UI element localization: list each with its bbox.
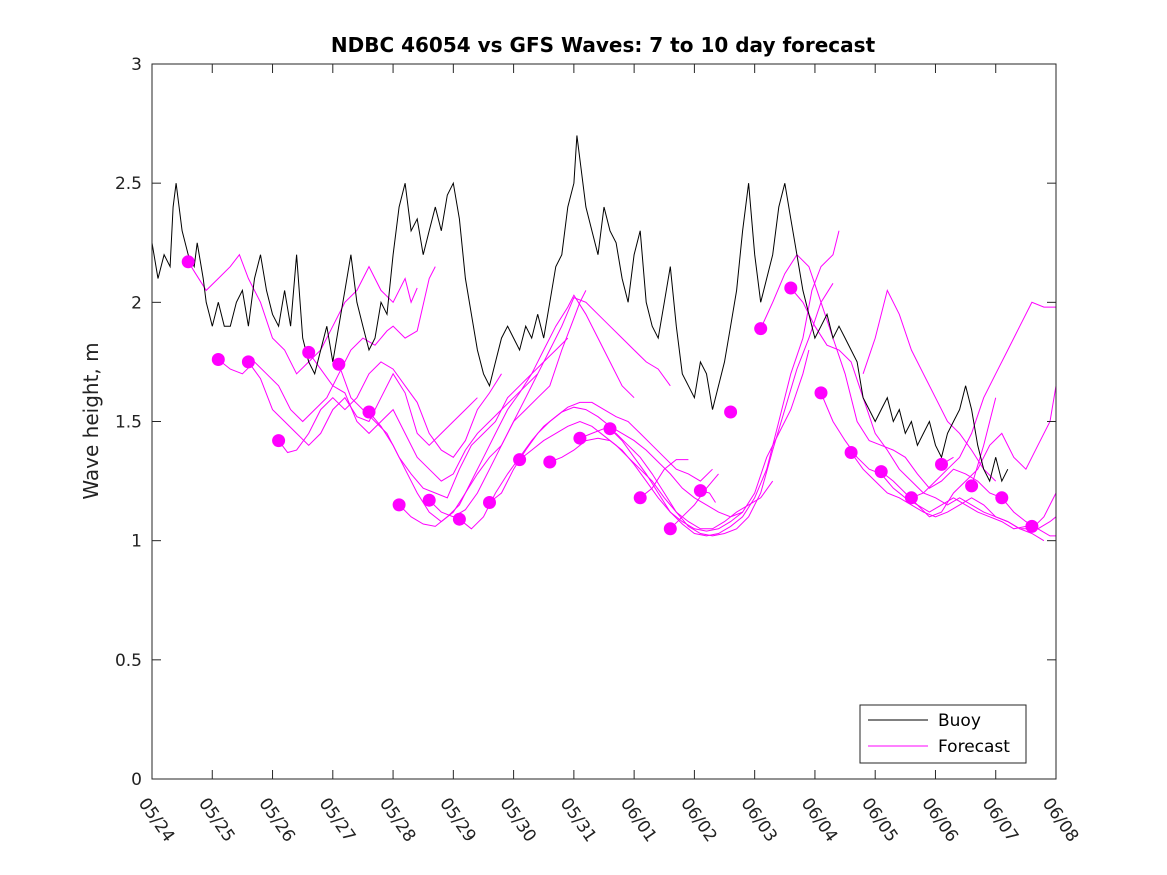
x-tick-label-10: 06/03: [737, 794, 781, 846]
forecast-marker-17: [693, 484, 707, 498]
forecast-line-24: [911, 301, 1056, 499]
forecast-line-27: [971, 397, 997, 487]
x-tick-label-5: 05/29: [435, 794, 479, 846]
forecast-line-12: [549, 349, 810, 532]
forecast-marker-18: [724, 405, 738, 419]
x-tick-label-8: 06/01: [616, 794, 660, 846]
forecast-marker-25: [935, 457, 948, 471]
forecast-marker-10: [483, 496, 496, 509]
forecast-line-10: [489, 406, 743, 518]
y-tick-label-2: 1: [131, 532, 142, 552]
forecast-line-15: [639, 459, 689, 499]
forecast-line-9: [459, 401, 713, 530]
forecast-marker-12: [543, 455, 557, 469]
forecast-marker-26: [965, 479, 979, 493]
forecast-marker-23: [874, 465, 888, 479]
forecast-marker-7: [392, 498, 406, 512]
x-tick-label-2: 05/26: [254, 794, 298, 846]
forecast-marker-28: [1025, 519, 1039, 533]
forecast-line-3: [278, 361, 502, 458]
legend: Buoy Forecast: [859, 704, 1027, 764]
forecast-marker-13: [573, 431, 587, 445]
x-tick-label-11: 06/04: [797, 794, 841, 846]
forecast-marker-8: [422, 493, 436, 507]
forecast-marker-3: [272, 434, 286, 448]
forecast-line-2: [247, 361, 478, 447]
forecast-line-4: [308, 352, 539, 482]
y-axis: 0 0.5 1 1.5 2 2.5 3: [115, 55, 1056, 790]
legend-forecast-label: Forecast: [938, 737, 1010, 757]
forecast-marker-27: [995, 491, 1009, 505]
forecast-marker-22: [844, 446, 858, 459]
forecast-line-16: [669, 473, 719, 530]
forecast-line-14: [609, 230, 840, 537]
x-tick-label-1: 05/25: [194, 794, 238, 846]
x-tick-label-0: 05/24: [134, 794, 178, 846]
x-tick-label-14: 06/07: [978, 794, 1022, 846]
forecast-line-19: [760, 253, 1056, 537]
forecast-marker-19: [754, 322, 768, 336]
y-axis-label: Wave height, m: [79, 342, 103, 499]
x-tick-label-6: 05/30: [496, 794, 540, 846]
forecast-line-5: [338, 337, 569, 499]
forecast-marker-21: [814, 386, 828, 400]
chart-title: NDBC 46054 vs GFS Waves: 7 to 10 day for…: [331, 33, 876, 57]
forecast-line-11: [519, 420, 774, 530]
x-tick-label-12: 06/05: [857, 794, 901, 846]
forecast-marker-9: [452, 512, 466, 526]
forecast-marker-15: [633, 491, 647, 505]
forecast-line-21: [820, 392, 1057, 530]
forecast-line-22: [850, 452, 1057, 530]
buoy-line: [151, 135, 1009, 483]
y-tick-label-3: 1.5: [115, 413, 142, 433]
legend-box: [859, 704, 1027, 764]
forecast-marker-11: [513, 453, 527, 467]
x-tick-label-7: 05/31: [556, 794, 600, 846]
y-tick-label-4: 2: [131, 293, 142, 313]
forecast-line-8: [428, 296, 671, 518]
forecast-line-6: [368, 290, 587, 523]
forecast-marker-2: [241, 355, 255, 369]
y-tick-label-1: 0.5: [115, 651, 142, 671]
forecast-marker-4: [302, 345, 316, 359]
forecast-marker-5: [332, 357, 346, 371]
forecast-marker-16: [663, 522, 677, 536]
forecast-marker-20: [784, 281, 798, 295]
y-tick-label-6: 3: [131, 55, 142, 75]
forecast-line-13: [579, 283, 834, 537]
x-tick-label-9: 06/02: [676, 794, 720, 846]
x-tick-label-3: 05/27: [315, 794, 359, 846]
y-tick-label-5: 2.5: [115, 174, 142, 194]
forecast-line-1: [217, 266, 436, 423]
forecast-marker-6: [362, 405, 376, 419]
x-tick-label-15: 06/08: [1038, 794, 1082, 846]
legend-buoy-label: Buoy: [938, 711, 981, 731]
forecast-line-7: [398, 294, 635, 527]
forecast-line-25: [862, 288, 997, 482]
plot-area: [151, 135, 1057, 542]
y-tick-label-0: 0: [131, 770, 142, 790]
forecast-marker-0: [181, 255, 195, 269]
forecast-marker-1: [211, 353, 225, 366]
x-tick-label-4: 05/28: [375, 794, 419, 846]
forecast-marker-24: [904, 491, 918, 505]
x-tick-label-13: 06/06: [917, 794, 961, 846]
forecast-marker-14: [603, 422, 617, 436]
